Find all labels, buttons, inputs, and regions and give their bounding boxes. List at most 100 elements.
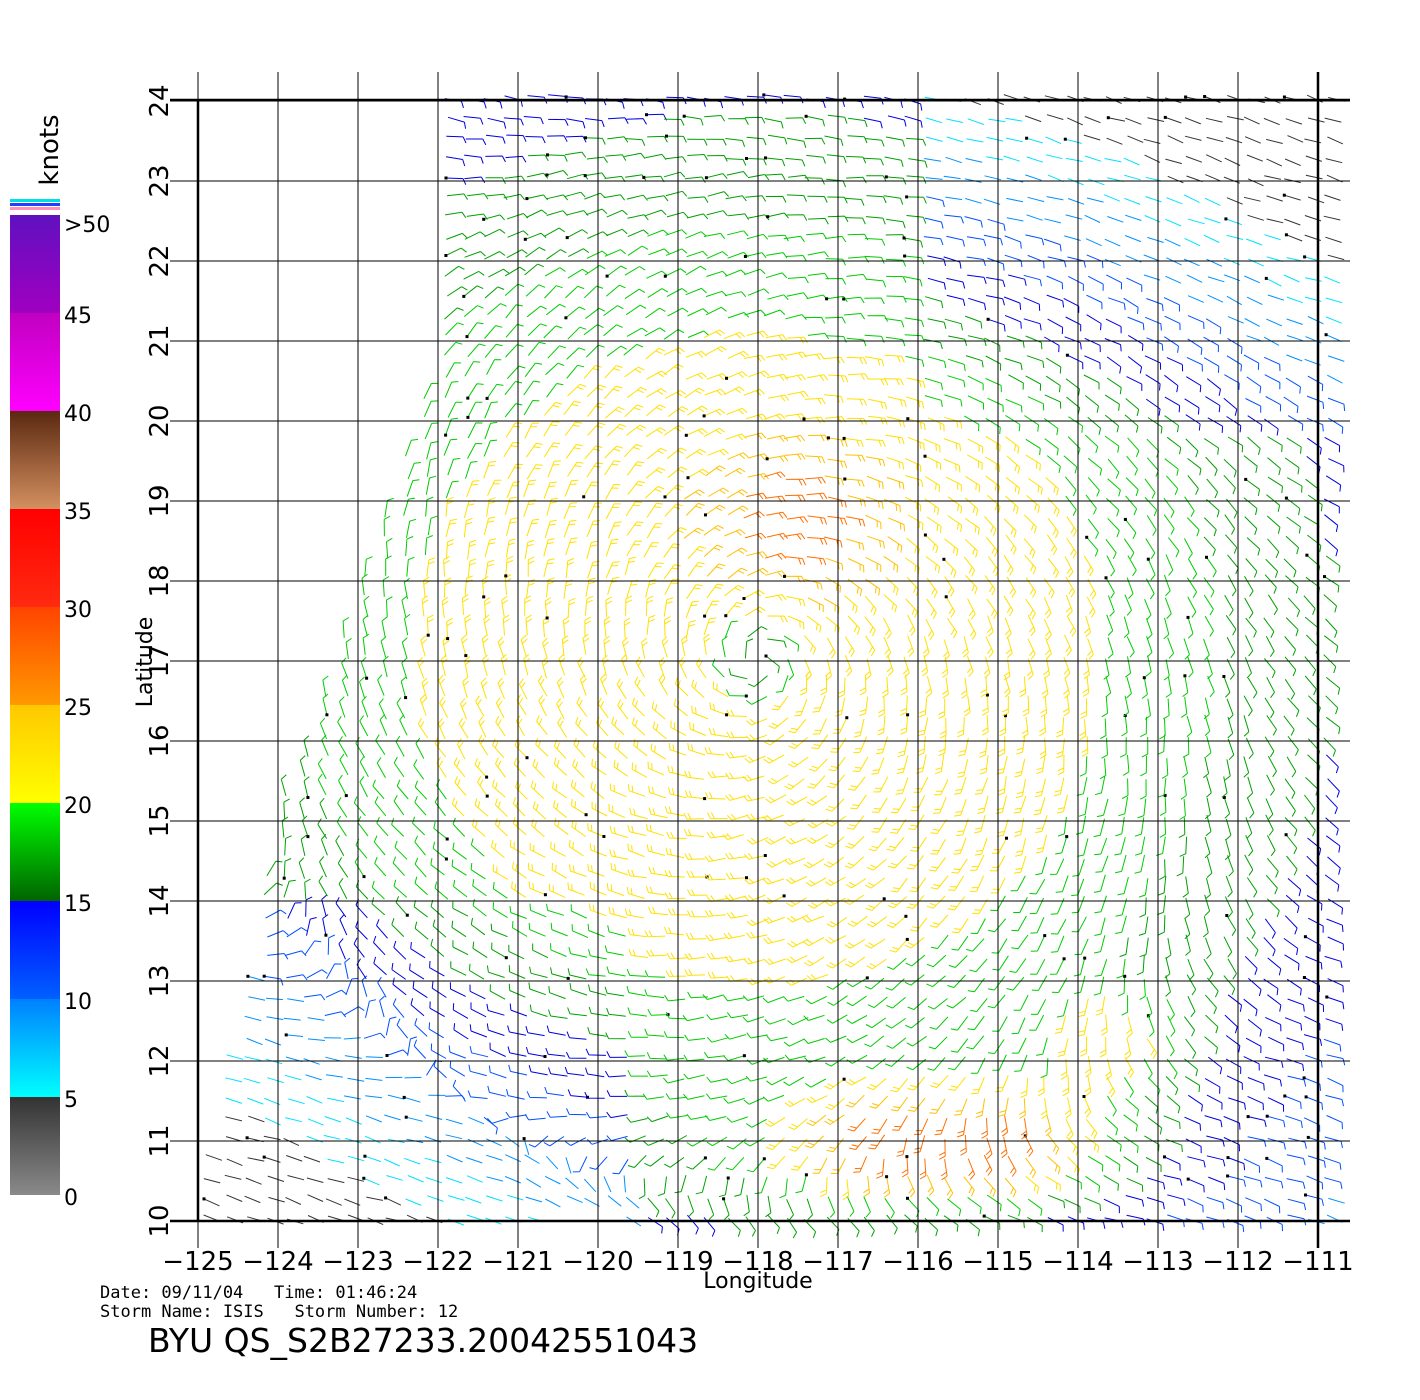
wind-barb xyxy=(583,285,604,299)
wind-barb xyxy=(247,1157,265,1162)
rain-flag-dot xyxy=(545,173,549,177)
wind-barb xyxy=(766,1035,788,1042)
wind-barb xyxy=(1207,675,1215,698)
wind-barb xyxy=(627,784,646,797)
wind-barb xyxy=(1164,1156,1181,1171)
wind-barb xyxy=(1205,735,1212,758)
wind-barb xyxy=(1063,656,1071,679)
wind-barb xyxy=(846,1015,868,1024)
wind-barb xyxy=(1013,795,1027,814)
wind-barb xyxy=(323,1134,341,1140)
wind-barb xyxy=(1166,357,1184,372)
wind-barb xyxy=(1013,994,1029,1011)
wind-barb xyxy=(646,1115,669,1123)
wind-barb xyxy=(1024,415,1040,432)
wind-barb xyxy=(627,1007,648,1017)
wind-barb xyxy=(1327,936,1344,951)
wind-barb xyxy=(568,839,584,857)
wind-barb xyxy=(921,654,929,677)
wind-barb xyxy=(906,215,927,224)
wind-barb xyxy=(1056,999,1069,1018)
wind-barb xyxy=(304,878,311,900)
wind-barb xyxy=(1040,696,1048,718)
axis-tick-labels: −125 −124 −123 −122 −121 −120 −119 −118 −117 −116… xyxy=(145,84,1354,1277)
wind-barb xyxy=(1165,975,1171,997)
wind-barb xyxy=(1030,999,1047,1015)
wind-barb xyxy=(1283,937,1299,956)
wind-barb xyxy=(930,934,949,949)
wind-barb xyxy=(376,919,388,939)
wind-barb xyxy=(784,533,806,540)
wind-barb xyxy=(627,480,646,495)
wind-barb xyxy=(1057,816,1067,837)
wind-barb xyxy=(608,803,626,819)
wind-barb xyxy=(908,814,925,830)
wind-barb xyxy=(406,479,420,497)
rain-flag-dot xyxy=(743,255,747,258)
wind-barb xyxy=(863,1176,870,1198)
wind-barb xyxy=(979,755,989,775)
wind-barb xyxy=(318,875,328,897)
wind-barb xyxy=(1245,835,1254,857)
wind-barb xyxy=(567,268,589,279)
wind-barb xyxy=(1003,554,1014,576)
wind-barb xyxy=(886,1037,907,1049)
wind-barb xyxy=(564,191,586,198)
wind-barb xyxy=(465,138,487,146)
wind-barb xyxy=(703,1217,716,1237)
wind-barb xyxy=(786,954,808,964)
wind-barb xyxy=(986,277,1006,288)
wind-barb xyxy=(1030,917,1045,934)
wind-barb xyxy=(1267,994,1282,1012)
lat-tick-label: 23 xyxy=(145,164,175,197)
wind-barb xyxy=(726,547,748,558)
wind-barb xyxy=(685,600,699,618)
wind-barb xyxy=(638,1178,646,1200)
wind-barb xyxy=(1077,1017,1089,1037)
wind-barb xyxy=(1328,458,1345,473)
wind-barb xyxy=(1117,876,1129,896)
wind-barb xyxy=(248,1115,265,1123)
wind-barb xyxy=(805,995,827,1005)
wind-barb xyxy=(1328,1197,1345,1204)
wind-barb xyxy=(886,477,905,490)
wind-barb xyxy=(627,843,645,858)
wind-barb xyxy=(883,617,892,639)
wind-barb xyxy=(571,799,587,816)
wind-barb xyxy=(648,807,668,819)
wind-barb xyxy=(1141,677,1148,699)
wind-barb xyxy=(542,616,550,638)
wind-barb xyxy=(406,556,415,577)
wind-barb xyxy=(1325,334,1342,342)
wind-barb xyxy=(1284,457,1300,475)
wind-barb xyxy=(683,812,704,820)
wind-barb xyxy=(783,235,805,243)
wind-barb xyxy=(1266,277,1282,287)
wind-barb xyxy=(663,347,685,356)
wind-barb xyxy=(525,136,546,144)
wind-barb xyxy=(728,118,749,125)
wind-barb xyxy=(1065,214,1083,220)
wind-barb xyxy=(907,1076,926,1091)
rain-flag-dot xyxy=(1025,136,1029,140)
wind-barb xyxy=(1245,398,1262,413)
wind-barb xyxy=(848,776,866,791)
wind-barb xyxy=(866,278,887,288)
wind-barb xyxy=(1227,716,1234,739)
wind-barb xyxy=(1026,214,1043,221)
rain-flag-dot xyxy=(306,796,310,799)
wind-barb xyxy=(684,969,706,976)
wind-barb xyxy=(1246,797,1255,819)
wind-barb xyxy=(604,406,625,419)
wind-barb xyxy=(546,249,567,260)
wind-barb xyxy=(486,1154,503,1161)
wind-barb xyxy=(985,636,994,658)
wind-barb xyxy=(495,715,506,737)
wind-barb xyxy=(464,154,484,164)
wind-barb xyxy=(1184,496,1195,517)
wind-barb xyxy=(824,1056,846,1067)
wind-barb xyxy=(784,818,806,827)
wind-barb xyxy=(553,757,568,776)
wind-barb xyxy=(1065,594,1073,617)
wind-barb xyxy=(283,1137,300,1147)
